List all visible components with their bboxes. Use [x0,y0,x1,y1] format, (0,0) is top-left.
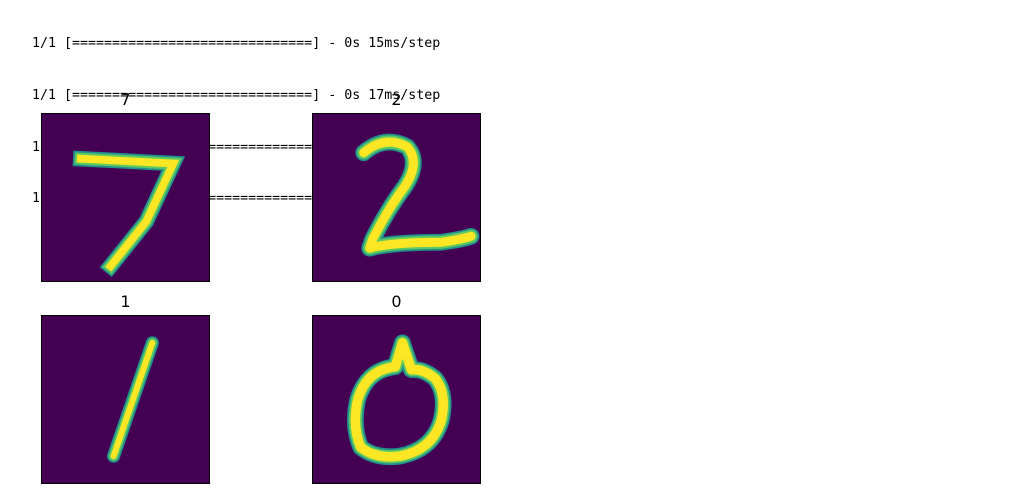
digit-image [312,315,481,484]
digit-image [41,113,210,282]
panel-title: 0 [391,292,402,311]
panel-title: 1 [120,292,131,311]
console-line: 1/1 [==============================] - 0… [32,88,441,104]
panel-title: 7 [120,90,131,109]
console-line: 1/1 [==============================] - 0… [32,36,441,52]
digit-7-image [72,150,186,277]
digit-image [41,315,210,484]
digit-0-image [347,334,452,466]
panel-title: 2 [391,90,402,109]
digit-1-image [107,336,159,463]
digit-image [312,113,481,282]
digit-2-image [355,133,480,257]
